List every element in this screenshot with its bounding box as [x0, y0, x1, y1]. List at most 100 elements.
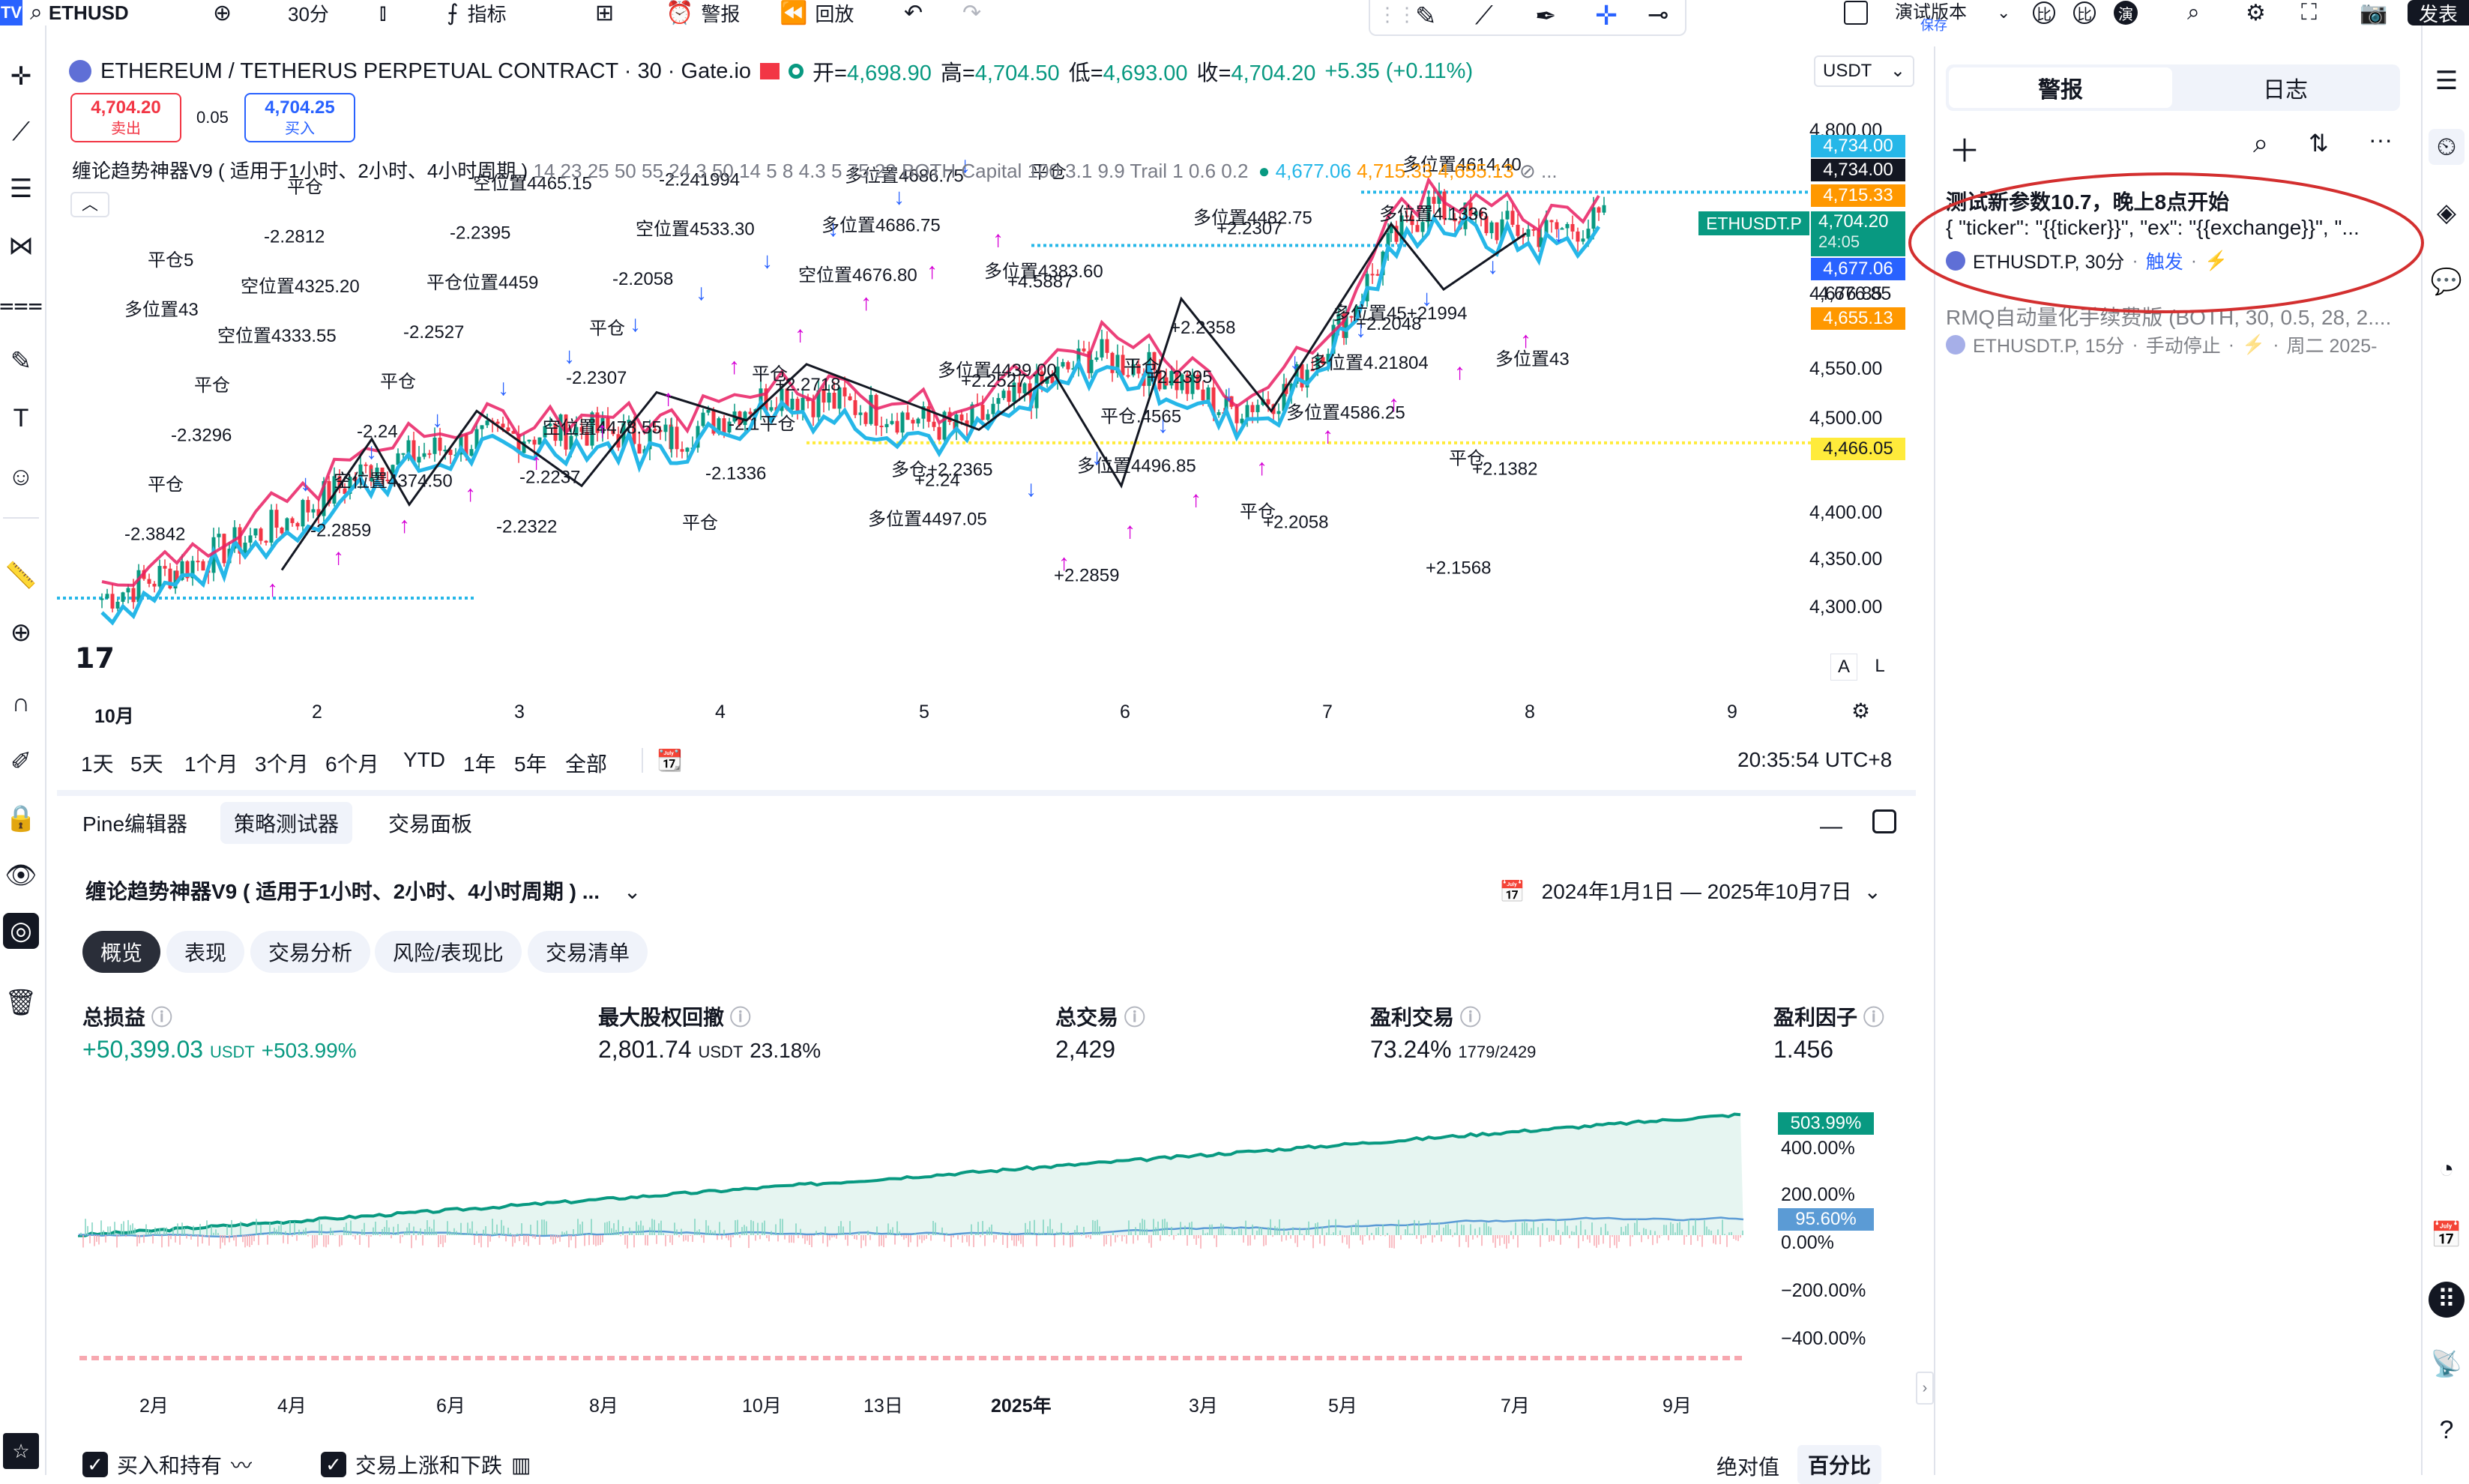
range-1d[interactable]: 1天: [81, 752, 114, 776]
settings-button[interactable]: ⚙: [2246, 0, 2266, 25]
search-icon[interactable]: ⌕: [2253, 127, 2269, 158]
date-range-selector[interactable]: 📅 2024年1月1日 — 2025年10月7日 ⌄: [1499, 875, 1881, 905]
lock-icon[interactable]: 🔒: [4, 804, 37, 833]
info-icon[interactable]: ⓘ: [1124, 1006, 1145, 1029]
trades-checkbox[interactable]: ✓ 交易上涨和下跌 ▥: [321, 1450, 531, 1480]
maximize-icon[interactable]: [1872, 809, 1896, 833]
calendar-icon[interactable]: 📅: [2430, 1221, 2463, 1249]
crosshair-icon[interactable]: ✛: [1595, 0, 1618, 31]
info-icon[interactable]: ⓘ: [1459, 1006, 1481, 1029]
help-icon[interactable]: ?: [2439, 1415, 2454, 1444]
flag-icon[interactable]: [760, 63, 780, 79]
info-icon[interactable]: ⓘ: [729, 1006, 751, 1029]
compare-button-1[interactable]: 比: [2033, 0, 2055, 25]
tab-log[interactable]: 日志: [2263, 78, 2308, 103]
brush-icon[interactable]: ✎: [1415, 2, 1437, 31]
minimize-icon[interactable]: —: [1820, 814, 1842, 839]
broadcast-icon[interactable]: 📡: [2430, 1350, 2463, 1378]
buy-button[interactable]: 4,704.25 买入: [244, 93, 355, 142]
undo-button[interactable]: ↶: [904, 0, 923, 25]
goto-date-button[interactable]: 📆: [642, 748, 683, 773]
hidden-eye-icon[interactable]: ⊘ ...: [1519, 160, 1558, 182]
range-6m[interactable]: 6个月: [325, 752, 379, 776]
trendline-icon[interactable]: ⟋: [12, 117, 30, 146]
zoom-in-icon[interactable]: ⊕: [10, 618, 32, 647]
logo[interactable]: TV: [0, 0, 22, 25]
alarm-clock-icon[interactable]: ⏲: [2429, 129, 2465, 165]
layout-name[interactable]: 演试版本: [1895, 2, 1967, 22]
timezone-clock[interactable]: 20:35:54 UTC+8: [1737, 748, 1893, 771]
layout-dropdown[interactable]: ⌄: [1997, 0, 2010, 25]
forecast-icon[interactable]: ⩶: [0, 289, 43, 319]
star-icon[interactable]: ☆: [3, 1433, 39, 1469]
goto-date-icon[interactable]: ⚙: [1851, 699, 1871, 723]
emoji-icon[interactable]: ☺: [7, 462, 34, 491]
indicator-legend[interactable]: 缠论趋势神器V9 ( 适用于1小时、2小时、4小时周期 ) 14 23 25 5…: [72, 156, 1558, 184]
more-options-icon[interactable]: ···: [2369, 126, 2393, 153]
trendline-icon[interactable]: ⟋: [1475, 1, 1493, 30]
pill-risk-ratio[interactable]: 风险/表现比: [375, 931, 522, 973]
pen-icon[interactable]: ✒: [1535, 2, 1557, 31]
interval-button[interactable]: 30分: [288, 2, 329, 25]
replay-button[interactable]: ⏪ 回放: [780, 0, 854, 25]
magnet-icon[interactable]: ∩: [11, 688, 31, 717]
eye-icon[interactable]: 👁: [4, 861, 37, 890]
drag-handle-icon[interactable]: ⋮⋮: [1378, 3, 1417, 25]
symbol-search-button[interactable]: ⌕ ETHUSD: [30, 0, 129, 25]
range-5d[interactable]: 5天: [130, 752, 163, 776]
sell-button[interactable]: 4,704.20 卖出: [70, 93, 181, 142]
crosshair-icon[interactable]: ✛: [10, 62, 32, 91]
info-icon[interactable]: ⓘ: [151, 1006, 172, 1029]
range-3m[interactable]: 3个月: [255, 752, 309, 776]
tab-alerts[interactable]: 警报: [1949, 67, 2172, 108]
alert-item-stopped[interactable]: RMQ自动量化手续费版 (BOTH, 30, 0.5, 28, 2.... ET…: [1934, 297, 2414, 364]
pill-performance[interactable]: 表现: [166, 931, 245, 973]
fullscreen-button[interactable]: ⛶: [2301, 0, 2317, 25]
price-chart-canvas[interactable]: -2.3842平仓-2.3296平仓空位置4333.55空位置4325.20-2…: [57, 46, 1916, 773]
speedometer-icon[interactable]: ◔: [2438, 1154, 2455, 1183]
compare-button-2[interactable]: 比: [2073, 0, 2096, 25]
redo-button[interactable]: ↷: [962, 0, 981, 25]
watchlist-icon[interactable]: ☰: [2435, 67, 2459, 95]
pill-overview[interactable]: 概览: [82, 931, 161, 973]
range-5y[interactable]: 5年: [514, 752, 547, 776]
strategy-selector[interactable]: 缠论趋势神器V9 ( 适用于1小时、2小时、4小时周期 ) ... ⌄: [85, 875, 641, 905]
alert-item-active[interactable]: 测试新参数10.7，晚上8点开始 { "ticker": "{{ticker}}…: [1934, 177, 2414, 273]
alerts-button[interactable]: ⏰ 警报: [666, 0, 740, 25]
publish-button[interactable]: 发表: [2408, 0, 2469, 25]
quick-search-button[interactable]: ⌕: [2187, 0, 2200, 25]
chat-icon[interactable]: 💬: [2430, 268, 2463, 296]
lock-drawing-icon[interactable]: ✐: [10, 747, 32, 776]
tab-pine-editor[interactable]: Pine编辑器: [82, 812, 188, 836]
panel-expand-handle[interactable]: ›: [1916, 1372, 1934, 1405]
info-icon[interactable]: ⓘ: [1863, 1006, 1884, 1029]
pill-trade-analysis[interactable]: 交易分析: [250, 931, 371, 973]
symbol-title[interactable]: ETHEREUM / TETHERUS PERPETUAL CONTRACT ·…: [100, 58, 752, 83]
add-symbol-button[interactable]: ⊕: [213, 0, 232, 25]
indicators-button[interactable]: ⨍ 指标: [447, 0, 507, 25]
text-icon[interactable]: T: [13, 403, 29, 432]
globe-icon[interactable]: ◎: [3, 913, 39, 949]
apps-icon[interactable]: ⠿: [2429, 1282, 2465, 1318]
fib-lines-icon[interactable]: ☰: [9, 175, 33, 203]
chart-type-button[interactable]: ⫾: [379, 0, 387, 25]
range-all[interactable]: 全部: [565, 752, 608, 776]
pattern-icon[interactable]: ⋈: [8, 232, 34, 260]
buyhold-checkbox[interactable]: ✓ 买入和持有 〰: [82, 1450, 252, 1480]
add-alert-icon[interactable]: ＋: [1949, 133, 1981, 169]
tab-trading-panel[interactable]: 交易面板: [388, 812, 473, 836]
currency-select[interactable]: USDT ⌄: [1814, 55, 1914, 87]
collapse-legend-button[interactable]: ︿: [70, 192, 109, 217]
sort-icon[interactable]: ⇅: [2309, 130, 2329, 157]
absolute-toggle[interactable]: 绝对值: [1716, 1456, 1780, 1479]
layout-checkbox[interactable]: [1844, 0, 1868, 25]
auto-scale-button[interactable]: A: [1830, 654, 1857, 681]
range-1m[interactable]: 1个月: [184, 752, 238, 776]
layers-icon[interactable]: ◈: [2436, 199, 2457, 227]
snapshot-button[interactable]: 📷: [2360, 0, 2387, 25]
horizontal-line-icon[interactable]: ⊸: [1647, 1, 1669, 29]
equity-curve-chart[interactable]: [57, 1094, 1781, 1387]
brush-icon[interactable]: ✎: [10, 347, 32, 375]
ruler-icon[interactable]: 📏: [4, 561, 37, 590]
percent-toggle[interactable]: 百分比: [1797, 1445, 1882, 1484]
